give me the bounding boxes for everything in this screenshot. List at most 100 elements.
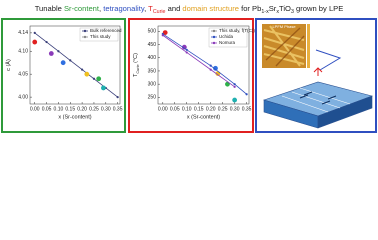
x-tick-label: 0.25	[218, 106, 228, 112]
series-line	[162, 34, 235, 88]
data-point	[45, 40, 48, 44]
data-point	[116, 96, 119, 99]
data-point	[84, 71, 90, 77]
graphical-abstract: Tunable Sr-content, tetragonality, TCuri…	[1, 4, 377, 133]
data-point	[69, 59, 72, 62]
x-tick-label: 0.05	[170, 106, 180, 112]
text-part: Tunable	[35, 4, 64, 13]
data-point	[96, 76, 102, 82]
text-part: Sr-content	[64, 4, 100, 13]
text-part: c (Å)	[5, 59, 12, 71]
data-point	[92, 77, 96, 80]
image-label: LPFM Phase	[272, 24, 296, 29]
domain-walls	[265, 27, 305, 67]
x-tick-label: 0.00	[30, 106, 40, 112]
data-point	[209, 68, 212, 71]
y-tick-label: 350	[148, 68, 157, 74]
legend-box	[208, 27, 248, 48]
legend-label: Bulk referenced	[90, 28, 122, 33]
data-point	[60, 60, 66, 66]
data-point	[181, 44, 187, 50]
y-tick-label: 4.10	[18, 49, 28, 55]
zoom-line	[315, 49, 342, 71]
legend-marker	[212, 35, 216, 39]
legend-marker	[212, 41, 216, 45]
data-point	[81, 68, 84, 71]
y-tick-label: 250	[148, 95, 157, 101]
colorbar	[307, 24, 310, 68]
subscript: 1-x	[261, 9, 269, 15]
text-part: ,	[99, 4, 103, 13]
data-point	[32, 39, 38, 45]
x-tick-label: 0.35	[242, 106, 252, 112]
legend-label: Nomura	[219, 40, 236, 45]
x-tick-label: 0.25	[89, 106, 99, 112]
data-point	[209, 64, 212, 67]
legend-label: Uchida	[219, 34, 234, 39]
panel-frame	[255, 18, 377, 133]
x-tick-label: 0.00	[158, 106, 168, 112]
legend-box	[79, 27, 119, 42]
text-part: T	[148, 4, 153, 13]
arrow	[313, 67, 323, 76]
legend-label: This study, f(T(C))	[219, 28, 255, 33]
data-point	[185, 48, 188, 51]
x-axis-label: x (Sr-content)	[187, 114, 220, 120]
text-part: tetragonality	[103, 4, 145, 13]
x-tick-label: 0.05	[42, 106, 52, 112]
x-axis-label: x (Sr-content)	[58, 114, 91, 120]
x-tick-label: 0.35	[113, 106, 123, 112]
data-point	[57, 50, 60, 53]
y-axis-label: TCurie (°C)	[133, 53, 140, 77]
text-part: domain structure	[182, 4, 239, 13]
y-tick-label: 500	[148, 29, 157, 35]
legend-label: This study	[90, 34, 111, 39]
box-right	[317, 95, 373, 129]
y-tick-label: 4.00	[18, 94, 28, 100]
legend-marker	[212, 29, 216, 33]
text-part: for Pb	[239, 4, 261, 13]
data-point	[233, 85, 236, 88]
domain-panel: LPFM Phase	[255, 18, 377, 133]
y-tick-label: 300	[148, 81, 157, 87]
x-tick-label: 0.10	[54, 106, 64, 112]
data-point	[232, 97, 238, 103]
text-part: T	[133, 73, 139, 77]
subscript: x	[276, 9, 279, 15]
panel-frame	[128, 18, 254, 133]
data-point	[161, 34, 164, 37]
x-tick-label: 0.20	[77, 106, 87, 112]
y-axis-label: c (Å)	[5, 59, 12, 71]
data-point	[245, 93, 248, 96]
text-part: Sr	[269, 4, 277, 13]
data-point	[213, 65, 218, 71]
y-tick-label: 4.05	[18, 72, 28, 78]
legend-marker	[83, 29, 87, 33]
subscript: Curie	[153, 9, 166, 15]
title: Tunable Sr-content, tetragonality, TCuri…	[35, 4, 344, 15]
y-tick-label: 400	[148, 55, 157, 61]
data-point	[233, 83, 236, 86]
domain-lines	[281, 87, 351, 113]
data-point	[48, 51, 54, 56]
text-part: (°C)	[133, 53, 139, 65]
y-tick-label: 4.14	[18, 30, 28, 36]
x-tick-label: 0.10	[182, 106, 192, 112]
legend-marker	[83, 35, 87, 39]
text-part: ,	[144, 4, 148, 13]
subscript: Curie	[136, 64, 140, 73]
polarization-arrows	[299, 91, 337, 105]
chart: 4.00 4.05 4.10 4.14 0.00 0.05 0.10 0.15 0.20 0.25…	[1, 18, 126, 133]
data-point	[185, 51, 188, 54]
x-tick-label: 0.15	[65, 106, 75, 112]
y-tick-label: 450	[148, 42, 157, 48]
x-tick-label: 0.20	[206, 106, 216, 112]
x-tick-label: 0.15	[194, 106, 204, 112]
subscript: 3	[291, 9, 294, 15]
text-part: grown by LPE	[294, 4, 343, 13]
x-tick-label: 0.30	[230, 106, 240, 112]
x-tick-label: 0.30	[101, 106, 111, 112]
data-point	[162, 30, 168, 36]
data-point	[33, 31, 36, 34]
